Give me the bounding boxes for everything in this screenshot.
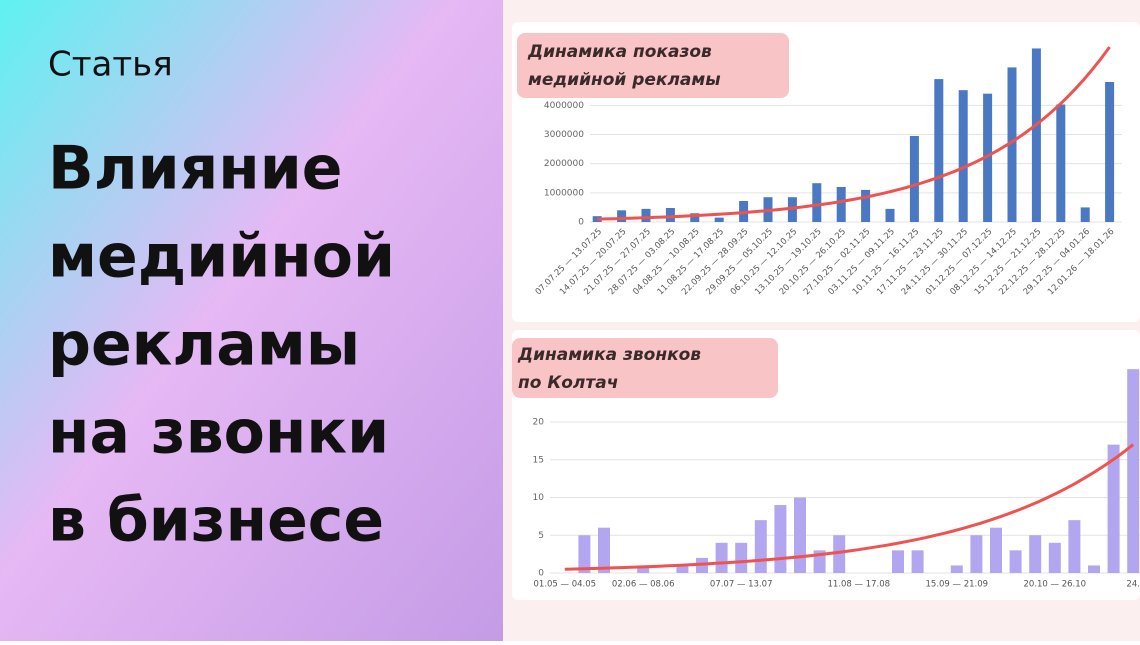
chart-title: Динамика звонков (517, 345, 701, 365)
bar (833, 535, 846, 573)
x-tick-label: 02.06 — 08.06 (612, 580, 675, 590)
tag: Статья (48, 45, 173, 85)
bar (735, 542, 748, 573)
bar (1127, 369, 1140, 573)
bar (774, 505, 787, 573)
trend-line (597, 46, 1111, 221)
title-badge (517, 33, 789, 98)
x-tick-label: 15.09 — 21.09 (926, 580, 989, 590)
bar (1031, 48, 1041, 223)
y-tick-label: 20 (533, 418, 545, 428)
bar (983, 93, 993, 223)
x-tick-label: 11.08 — 17.08 (828, 580, 891, 590)
bar (885, 208, 895, 222)
bar (861, 189, 871, 222)
bar (950, 565, 963, 573)
y-tick-label: 0 (578, 218, 584, 228)
bar (892, 550, 904, 573)
y-tick-label: 10 (533, 493, 545, 503)
headline: Влияние медийной рекламы на звонки в бизнесе (48, 134, 395, 556)
bar (1088, 565, 1100, 573)
y-tick-label: 0 (538, 569, 544, 579)
bar (1007, 67, 1017, 223)
bar (1107, 444, 1120, 573)
bar (1056, 104, 1066, 222)
y-tick-label: 15 (533, 455, 544, 465)
bar (1068, 520, 1081, 573)
bar (1105, 82, 1115, 222)
bar (578, 535, 591, 573)
bar (641, 208, 651, 222)
bar (637, 565, 650, 573)
trend-line (564, 443, 1135, 571)
bar (812, 183, 822, 222)
chart-title: по Колтач (518, 373, 618, 393)
bar (990, 527, 1002, 573)
bar (714, 217, 724, 222)
y-tick-label: 3000000 (544, 130, 584, 140)
bar (1029, 535, 1042, 573)
headline-line: Влияние (48, 134, 342, 204)
bar (690, 213, 700, 222)
chart-title: Динамика показов (527, 42, 712, 62)
headline-line: на звонки (48, 398, 389, 468)
x-tick-label: 20.10 — 26.10 (1024, 580, 1087, 590)
bar (617, 210, 627, 222)
bar (715, 542, 728, 573)
y-tick-label: 2000000 (544, 159, 584, 169)
bar (958, 90, 968, 223)
title-badge (512, 338, 778, 398)
bar (909, 135, 919, 222)
bar (970, 535, 983, 573)
bar (754, 520, 767, 573)
bar (1048, 542, 1061, 573)
x-tick-label: 24. (1126, 580, 1140, 590)
chart-title: медийной рекламы (528, 70, 721, 90)
bar (676, 565, 689, 573)
bar (1009, 550, 1022, 573)
left-panel (0, 0, 503, 641)
x-tick-label: 07.07 — 13.07 (710, 580, 773, 590)
bar (598, 527, 610, 573)
bar (836, 187, 846, 222)
headline-line: рекламы (48, 310, 360, 380)
y-tick-label: 4000000 (544, 101, 584, 111)
x-tick-label: 01.05 — 04.05 (534, 580, 597, 590)
headline-line: в бизнесе (48, 486, 384, 556)
y-tick-label: 1000000 (544, 188, 584, 198)
bar (1080, 207, 1090, 222)
bar (665, 208, 675, 222)
chart: 0 5 10 15 20 01.05 — 04.05 02.06 — 08.06 07.07 … (533, 369, 1140, 590)
y-tick-label: 5 (538, 531, 544, 541)
headline-line: медийной (48, 222, 395, 292)
bar (911, 550, 924, 573)
bar (794, 497, 806, 573)
bar (934, 79, 944, 222)
